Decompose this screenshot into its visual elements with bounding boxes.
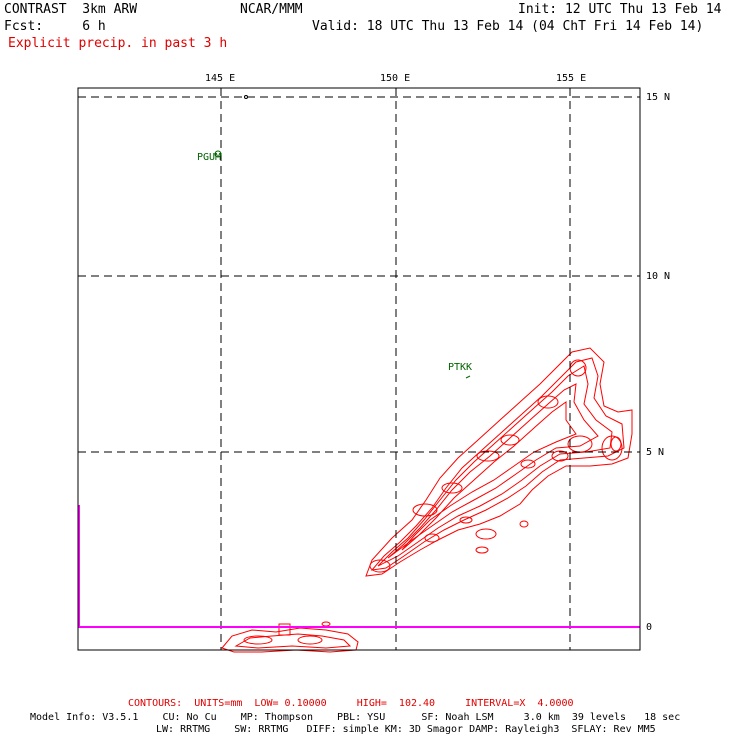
field-title: Explicit precip. in past 3 h [8,36,228,51]
contour-cell [297,635,323,645]
contour-cell [243,635,273,645]
map-frame [77,87,641,651]
contour-cell [500,434,520,446]
contour-cell [610,436,622,452]
contour-cell [520,459,536,469]
lon-label-145: 145 E [205,73,236,84]
contour-cell [321,621,331,627]
contour-cell [369,559,391,573]
contour-band-3 [377,365,613,567]
contour-band-outer [365,347,633,577]
contour-band-4 [387,383,599,559]
contour-cell [412,503,438,517]
small-island [244,95,248,99]
station-label-pgum: PGUM [197,152,222,163]
contour-cell [601,435,623,461]
contour-cell [441,482,463,494]
contour-box [278,623,291,636]
init-time: Init: 12 UTC Thu 13 Feb 14 [518,2,722,17]
model-title: CONTRAST 3km ARW [4,2,138,17]
contour-equator-band [221,627,359,653]
valid-time: Valid: 18 UTC Thu 13 Feb 14 (04 ChT Fri … [312,19,704,34]
model-info-line-1: Model Info: V3.5.1 CU: No Cu MP: Thompso… [30,712,681,723]
grid-lines [78,88,640,650]
contour-cell [476,450,500,462]
contour-cell [569,359,587,377]
forecast-hour: Fcst: 6 h [4,19,106,34]
contour-cell [537,395,559,409]
precip-contours [221,347,633,653]
station-label-ptkk: PTKK [448,362,473,373]
lon-label-150: 150 E [380,73,411,84]
org-label: NCAR/MMM [240,2,303,17]
station-markers [214,150,471,379]
lat-label-5n: 5 N [646,447,665,458]
contour-cell [475,546,489,554]
contour-cell [551,450,569,462]
lat-label-10n: 10 N [646,271,671,282]
contour-cell [519,520,529,528]
contour-band-2 [370,357,625,571]
contour-band-5 [401,401,577,551]
contour-cell [567,435,593,453]
contour-info: CONTOURS: UNITS=mm LOW= 0.10000 HIGH= 10… [128,698,574,709]
contour-cell [475,528,497,540]
lon-label-155: 155 E [556,73,587,84]
model-info-line-2: LW: RRTMG SW: RRTMG DIFF: simple KM: 3D … [156,724,656,735]
contour-cell [424,533,440,543]
lat-label-15n: 15 N [646,92,671,103]
lat-label-0: 0 [646,622,653,633]
contour-cell [459,516,473,524]
